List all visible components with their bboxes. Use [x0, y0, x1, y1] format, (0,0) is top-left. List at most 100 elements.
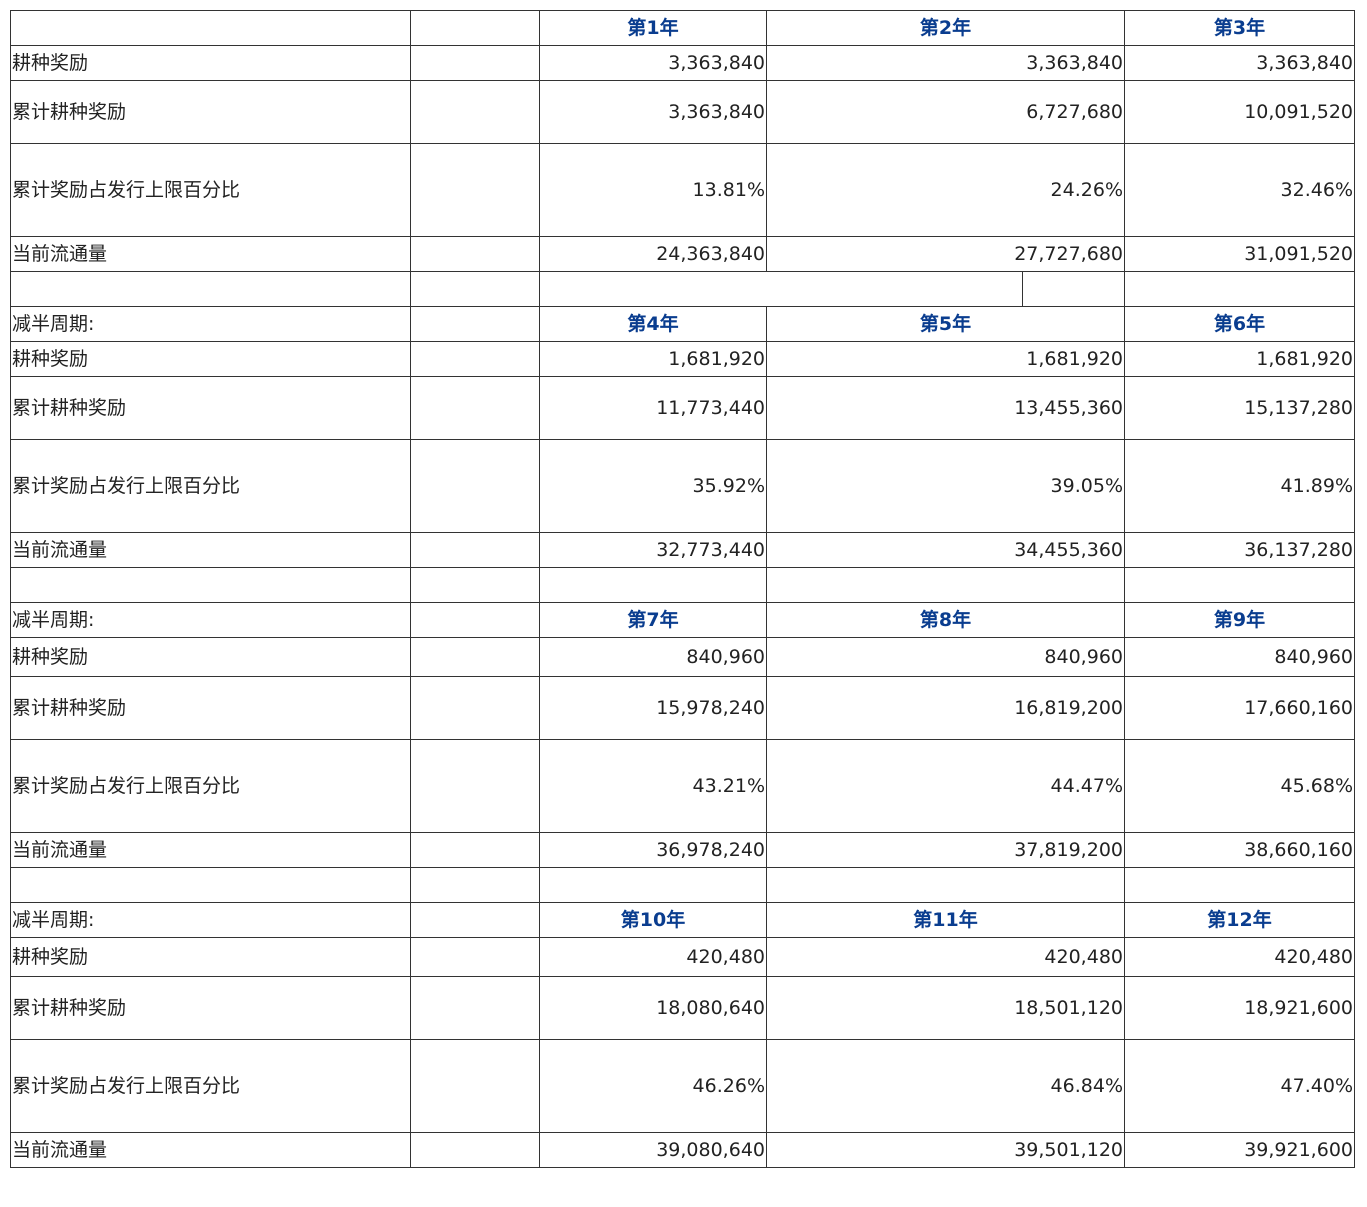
empty-cell [1124, 567, 1355, 603]
value-cell: 44.47% [766, 739, 1125, 833]
value-cell: 36,978,240 [539, 832, 767, 868]
empty-cell [539, 567, 767, 603]
empty-cell [410, 937, 540, 977]
spacer-row [10, 867, 1355, 903]
year-header: 第10年 [539, 902, 767, 938]
value-cell: 420,480 [766, 937, 1125, 977]
empty-cell [410, 832, 540, 868]
empty-cell [410, 439, 540, 533]
cumulative-row: 累计耕种奖励 3,363,840 6,727,680 10,091,520 [10, 80, 1355, 144]
value-cell: 840,960 [1124, 637, 1355, 677]
merged-empty-cell [539, 271, 1125, 307]
value-cell: 32.46% [1124, 143, 1355, 237]
value-cell: 420,480 [1124, 937, 1355, 977]
value-cell: 1,681,920 [1124, 341, 1355, 377]
value-cell: 47.40% [1124, 1039, 1355, 1133]
cumulative-row: 累计耕种奖励 18,080,640 18,501,120 18,921,600 [10, 976, 1355, 1040]
cumulative-row: 累计耕种奖励 15,978,240 16,819,200 17,660,160 [10, 676, 1355, 740]
value-cell: 3,363,840 [1124, 45, 1355, 81]
spacer-row [10, 271, 1355, 307]
empty-cell [766, 567, 1125, 603]
empty-cell [410, 80, 540, 144]
year-header: 第4年 [539, 306, 767, 342]
value-cell: 37,819,200 [766, 832, 1125, 868]
empty-cell [410, 867, 540, 903]
value-cell: 38,660,160 [1124, 832, 1355, 868]
cycle-label: 减半周期: [10, 306, 411, 342]
value-cell: 840,960 [766, 637, 1125, 677]
empty-cell [410, 676, 540, 740]
value-cell: 35.92% [539, 439, 767, 533]
empty-cell [410, 1132, 540, 1168]
empty-cell [1124, 271, 1355, 307]
empty-cell [410, 45, 540, 81]
value-cell: 18,921,600 [1124, 976, 1355, 1040]
row-label: 累计耕种奖励 [10, 376, 411, 440]
value-cell: 13,455,360 [766, 376, 1125, 440]
empty-cell [410, 532, 540, 568]
empty-cell [1124, 867, 1355, 903]
value-cell: 46.84% [766, 1039, 1125, 1133]
halving-schedule-table: 第1年 第2年 第3年 耕种奖励 3,363,840 3,363,840 3,3… [10, 10, 1355, 1168]
value-cell: 18,501,120 [766, 976, 1125, 1040]
cumulative-row: 累计耕种奖励 11,773,440 13,455,360 15,137,280 [10, 376, 1355, 440]
year-header: 第8年 [766, 602, 1125, 638]
year-header-row: 减半周期: 第7年 第8年 第9年 [10, 602, 1355, 638]
value-cell: 16,819,200 [766, 676, 1125, 740]
row-label: 累计耕种奖励 [10, 676, 411, 740]
empty-cell [410, 376, 540, 440]
value-cell: 3,363,840 [539, 45, 767, 81]
value-cell: 45.68% [1124, 739, 1355, 833]
empty-cell [10, 271, 411, 307]
value-cell: 10,091,520 [1124, 80, 1355, 144]
year-header: 第9年 [1124, 602, 1355, 638]
row-label: 当前流通量 [10, 532, 411, 568]
year-header-row: 减半周期: 第10年 第11年 第12年 [10, 902, 1355, 938]
row-label: 累计奖励占发行上限百分比 [10, 739, 411, 833]
reward-row: 耕种奖励 840,960 840,960 840,960 [10, 637, 1355, 677]
empty-cell [10, 867, 411, 903]
year-header: 第6年 [1124, 306, 1355, 342]
row-label: 当前流通量 [10, 1132, 411, 1168]
value-cell: 3,363,840 [539, 80, 767, 144]
value-cell: 46.26% [539, 1039, 767, 1133]
value-cell: 1,681,920 [539, 341, 767, 377]
row-label: 耕种奖励 [10, 937, 411, 977]
value-cell: 31,091,520 [1124, 236, 1355, 272]
year-header: 第3年 [1124, 10, 1355, 46]
value-cell: 840,960 [539, 637, 767, 677]
value-cell: 24.26% [766, 143, 1125, 237]
empty-cell [410, 976, 540, 1040]
value-cell: 420,480 [539, 937, 767, 977]
year-header: 第5年 [766, 306, 1125, 342]
empty-cell [766, 867, 1125, 903]
value-cell: 1,681,920 [766, 341, 1125, 377]
year-header: 第2年 [766, 10, 1125, 46]
row-label: 累计奖励占发行上限百分比 [10, 439, 411, 533]
value-cell: 43.21% [539, 739, 767, 833]
cycle-label-cell [10, 10, 411, 46]
year-header: 第12年 [1124, 902, 1355, 938]
circulation-row: 当前流通量 32,773,440 34,455,360 36,137,280 [10, 532, 1355, 568]
value-cell: 15,978,240 [539, 676, 767, 740]
row-label: 当前流通量 [10, 236, 411, 272]
empty-cell [410, 739, 540, 833]
year-header-row: 减半周期: 第4年 第5年 第6年 [10, 306, 1355, 342]
value-cell: 41.89% [1124, 439, 1355, 533]
percent-row: 累计奖励占发行上限百分比 43.21% 44.47% 45.68% [10, 739, 1355, 833]
empty-cell [410, 143, 540, 237]
value-cell: 13.81% [539, 143, 767, 237]
row-label: 耕种奖励 [10, 637, 411, 677]
value-cell: 15,137,280 [1124, 376, 1355, 440]
empty-cell [410, 602, 540, 638]
row-label: 耕种奖励 [10, 341, 411, 377]
row-label: 累计奖励占发行上限百分比 [10, 143, 411, 237]
empty-cell [539, 867, 767, 903]
reward-row: 耕种奖励 3,363,840 3,363,840 3,363,840 [10, 45, 1355, 81]
year-header: 第7年 [539, 602, 767, 638]
empty-cell [410, 1039, 540, 1133]
year-header: 第1年 [539, 10, 767, 46]
value-cell: 27,727,680 [766, 236, 1125, 272]
value-cell: 36,137,280 [1124, 532, 1355, 568]
circulation-row: 当前流通量 36,978,240 37,819,200 38,660,160 [10, 832, 1355, 868]
